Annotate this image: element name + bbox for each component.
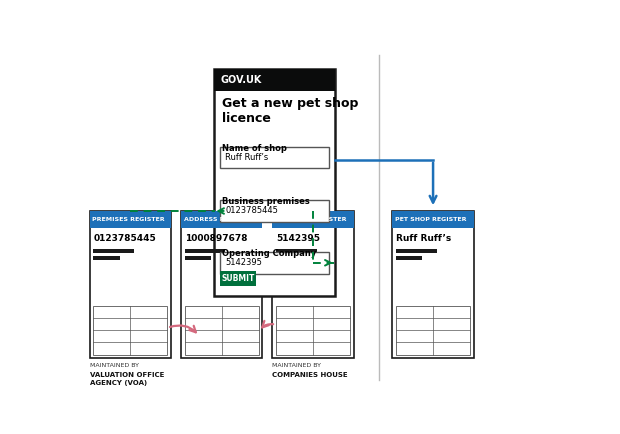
Text: SUBMIT: SUBMIT (221, 274, 255, 283)
FancyBboxPatch shape (276, 306, 350, 355)
Text: Ruff Ruff’s: Ruff Ruff’s (396, 233, 451, 243)
FancyBboxPatch shape (396, 306, 470, 355)
FancyBboxPatch shape (276, 256, 303, 260)
FancyBboxPatch shape (215, 69, 335, 296)
Text: 0123785445: 0123785445 (225, 207, 278, 216)
FancyBboxPatch shape (94, 306, 167, 355)
FancyBboxPatch shape (396, 249, 437, 253)
FancyBboxPatch shape (392, 211, 474, 227)
Text: GOV.UK: GOV.UK (220, 75, 262, 85)
Text: 0123785445: 0123785445 (94, 233, 156, 243)
Text: Ruff Ruff’s: Ruff Ruff’s (225, 153, 268, 162)
Text: MAINTAINED BY: MAINTAINED BY (272, 363, 321, 368)
Text: Operating Company: Operating Company (222, 249, 316, 258)
FancyBboxPatch shape (185, 249, 226, 253)
Text: ADDRESS REGISTER: ADDRESS REGISTER (184, 217, 254, 222)
Text: Get a new pet shop
licence: Get a new pet shop licence (222, 96, 358, 125)
FancyBboxPatch shape (185, 306, 259, 355)
Text: MAINTAINED BY: MAINTAINED BY (89, 363, 138, 368)
Text: COMPANY REGISTER: COMPANY REGISTER (275, 217, 347, 222)
FancyBboxPatch shape (181, 211, 262, 227)
Text: PET SHOP REGISTER: PET SHOP REGISTER (395, 217, 467, 222)
FancyBboxPatch shape (89, 211, 171, 227)
FancyBboxPatch shape (185, 256, 211, 260)
FancyBboxPatch shape (89, 211, 171, 358)
FancyBboxPatch shape (272, 211, 354, 358)
Text: Name of shop: Name of shop (222, 144, 286, 153)
FancyBboxPatch shape (396, 256, 422, 260)
Text: COMPANIES HOUSE: COMPANIES HOUSE (272, 372, 348, 378)
FancyBboxPatch shape (215, 69, 335, 91)
Text: PREMISES REGISTER: PREMISES REGISTER (92, 217, 165, 222)
FancyBboxPatch shape (181, 211, 262, 358)
FancyBboxPatch shape (272, 211, 354, 227)
Text: VALUATION OFFICE
AGENCY (VOA): VALUATION OFFICE AGENCY (VOA) (89, 372, 164, 386)
Text: 5142395: 5142395 (225, 258, 262, 267)
FancyBboxPatch shape (220, 252, 329, 274)
Text: 5142395: 5142395 (276, 233, 320, 243)
FancyBboxPatch shape (220, 147, 329, 168)
FancyBboxPatch shape (220, 271, 256, 286)
FancyBboxPatch shape (276, 249, 317, 253)
FancyBboxPatch shape (94, 256, 120, 260)
Text: Business premises: Business premises (222, 197, 309, 207)
Text: 1000897678: 1000897678 (185, 233, 247, 243)
FancyBboxPatch shape (220, 200, 329, 222)
FancyBboxPatch shape (94, 249, 134, 253)
FancyBboxPatch shape (392, 211, 474, 358)
